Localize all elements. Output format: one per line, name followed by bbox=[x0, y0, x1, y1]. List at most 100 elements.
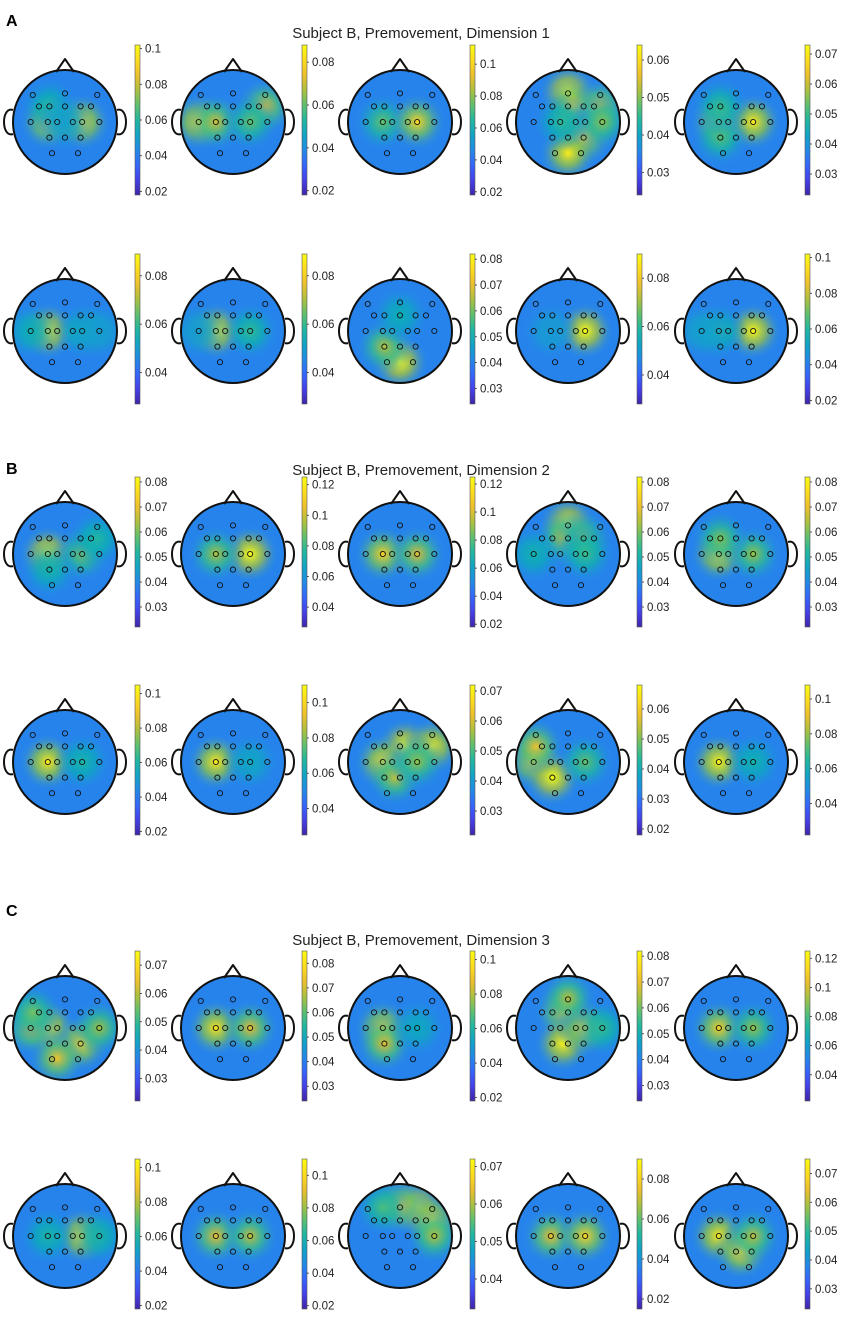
left-ear bbox=[674, 748, 685, 776]
activation-hotspot bbox=[573, 93, 620, 151]
colorbar-tick-label: 0.08 bbox=[480, 91, 502, 103]
electrode bbox=[717, 566, 724, 573]
colorbar-tick-label: 0.06 bbox=[145, 527, 167, 539]
topoplot: 0.08 0.07 0.06 0.05 0.04 0.03 bbox=[171, 950, 335, 1102]
head-outline bbox=[12, 1183, 118, 1289]
colorbar-tick-label: 0.06 bbox=[647, 704, 669, 716]
electrode bbox=[212, 550, 219, 558]
electrode bbox=[197, 300, 204, 308]
electrode bbox=[77, 312, 84, 319]
electrode bbox=[700, 731, 707, 739]
electrode bbox=[409, 1056, 417, 1063]
electrode bbox=[245, 1248, 252, 1255]
electrode bbox=[94, 523, 101, 531]
electrode bbox=[364, 1205, 371, 1213]
electrode bbox=[715, 327, 722, 335]
electrode bbox=[715, 1024, 722, 1032]
activation-hotspot bbox=[691, 77, 750, 135]
electrode bbox=[46, 535, 53, 542]
electrode bbox=[245, 566, 252, 573]
topoplot: 0.08 0.07 0.06 0.05 0.04 0.03 bbox=[338, 253, 503, 405]
electrode bbox=[414, 327, 421, 335]
colorbar-tick-label: 0.04 bbox=[312, 368, 335, 380]
colorbar-tick-label: 0.02 bbox=[480, 619, 502, 631]
colorbar bbox=[469, 950, 476, 1102]
left-ear bbox=[506, 748, 517, 776]
colorbar bbox=[636, 950, 643, 1102]
colorbar-tick-label: 0.03 bbox=[815, 169, 837, 181]
electrode bbox=[54, 1232, 61, 1240]
electrode bbox=[412, 566, 419, 573]
colorbar-tick-label: 0.04 bbox=[480, 1274, 503, 1286]
colorbar-tick-label: 0.05 bbox=[647, 552, 669, 564]
electrode bbox=[748, 1009, 755, 1016]
colorbar-tick-label: 0.08 bbox=[815, 729, 837, 741]
electrode bbox=[572, 550, 579, 558]
topoplot: 0.08 0.06 0.04 0.02 bbox=[171, 44, 335, 198]
electrode bbox=[750, 1232, 757, 1240]
electrode bbox=[765, 300, 772, 308]
colorbar-tick-label: 0.03 bbox=[480, 806, 502, 818]
electrode bbox=[381, 103, 388, 110]
colorbar-tick-label: 0.07 bbox=[480, 686, 502, 698]
electrode bbox=[547, 1024, 554, 1032]
electrode bbox=[262, 731, 269, 739]
activation-hotspot bbox=[522, 302, 580, 360]
electrode bbox=[758, 743, 766, 750]
colorbar-tick-label: 0.08 bbox=[480, 535, 502, 547]
electrode bbox=[396, 996, 404, 1003]
colorbar-tick-label: 0.08 bbox=[312, 733, 334, 745]
electrode bbox=[732, 343, 740, 350]
electrode bbox=[700, 91, 707, 99]
electrode bbox=[370, 535, 378, 542]
activation-hotspot bbox=[70, 1207, 117, 1265]
electrode bbox=[54, 118, 61, 126]
right-ear bbox=[619, 1014, 630, 1042]
colorbar-tick-label: 0.06 bbox=[815, 324, 837, 336]
electrode bbox=[396, 730, 404, 737]
electrode bbox=[362, 327, 369, 335]
electrode bbox=[597, 997, 604, 1005]
colorbar bbox=[134, 44, 141, 196]
electrode bbox=[381, 1040, 388, 1047]
colorbar bbox=[134, 1158, 141, 1310]
electrode bbox=[389, 758, 396, 766]
electrode bbox=[765, 1205, 772, 1213]
electrode bbox=[212, 1024, 219, 1032]
electrode bbox=[564, 312, 572, 319]
electrode bbox=[549, 1248, 556, 1255]
electrode bbox=[381, 535, 388, 542]
electrode bbox=[216, 1056, 224, 1063]
electrode bbox=[557, 1024, 564, 1032]
electrode bbox=[27, 550, 34, 558]
activation-hotspot bbox=[36, 93, 94, 151]
electrode bbox=[77, 566, 84, 573]
panel-label: C bbox=[6, 903, 18, 920]
colorbar-tick-label: 0.06 bbox=[312, 319, 334, 331]
colorbar-tick-label: 0.07 bbox=[480, 1162, 502, 1174]
colorbar-tick-label: 0.08 bbox=[145, 723, 167, 735]
electrode bbox=[46, 343, 53, 350]
electrode bbox=[212, 118, 219, 126]
colorbar bbox=[636, 684, 643, 836]
colorbar-tick-label: 0.06 bbox=[647, 322, 669, 334]
colorbar-tick-label: 0.06 bbox=[647, 1003, 669, 1015]
colorbar bbox=[469, 1158, 476, 1310]
electrode bbox=[549, 1009, 556, 1016]
colorbar-tick-label: 0.06 bbox=[815, 764, 837, 776]
electrode bbox=[706, 312, 714, 319]
electrode bbox=[698, 327, 705, 335]
electrode bbox=[580, 134, 587, 141]
activation-hotspot bbox=[556, 1207, 614, 1265]
electrode bbox=[381, 312, 388, 319]
electrode bbox=[74, 1264, 82, 1271]
electrode bbox=[422, 1217, 430, 1224]
colorbar-tick-label: 0.04 bbox=[312, 1268, 335, 1280]
electrode bbox=[203, 535, 211, 542]
electrode bbox=[564, 343, 572, 350]
electrode bbox=[549, 1217, 556, 1224]
head-outline bbox=[683, 1183, 789, 1289]
electrode bbox=[530, 758, 537, 766]
electrode bbox=[564, 299, 572, 306]
colorbar-tick-label: 0.06 bbox=[312, 571, 334, 583]
